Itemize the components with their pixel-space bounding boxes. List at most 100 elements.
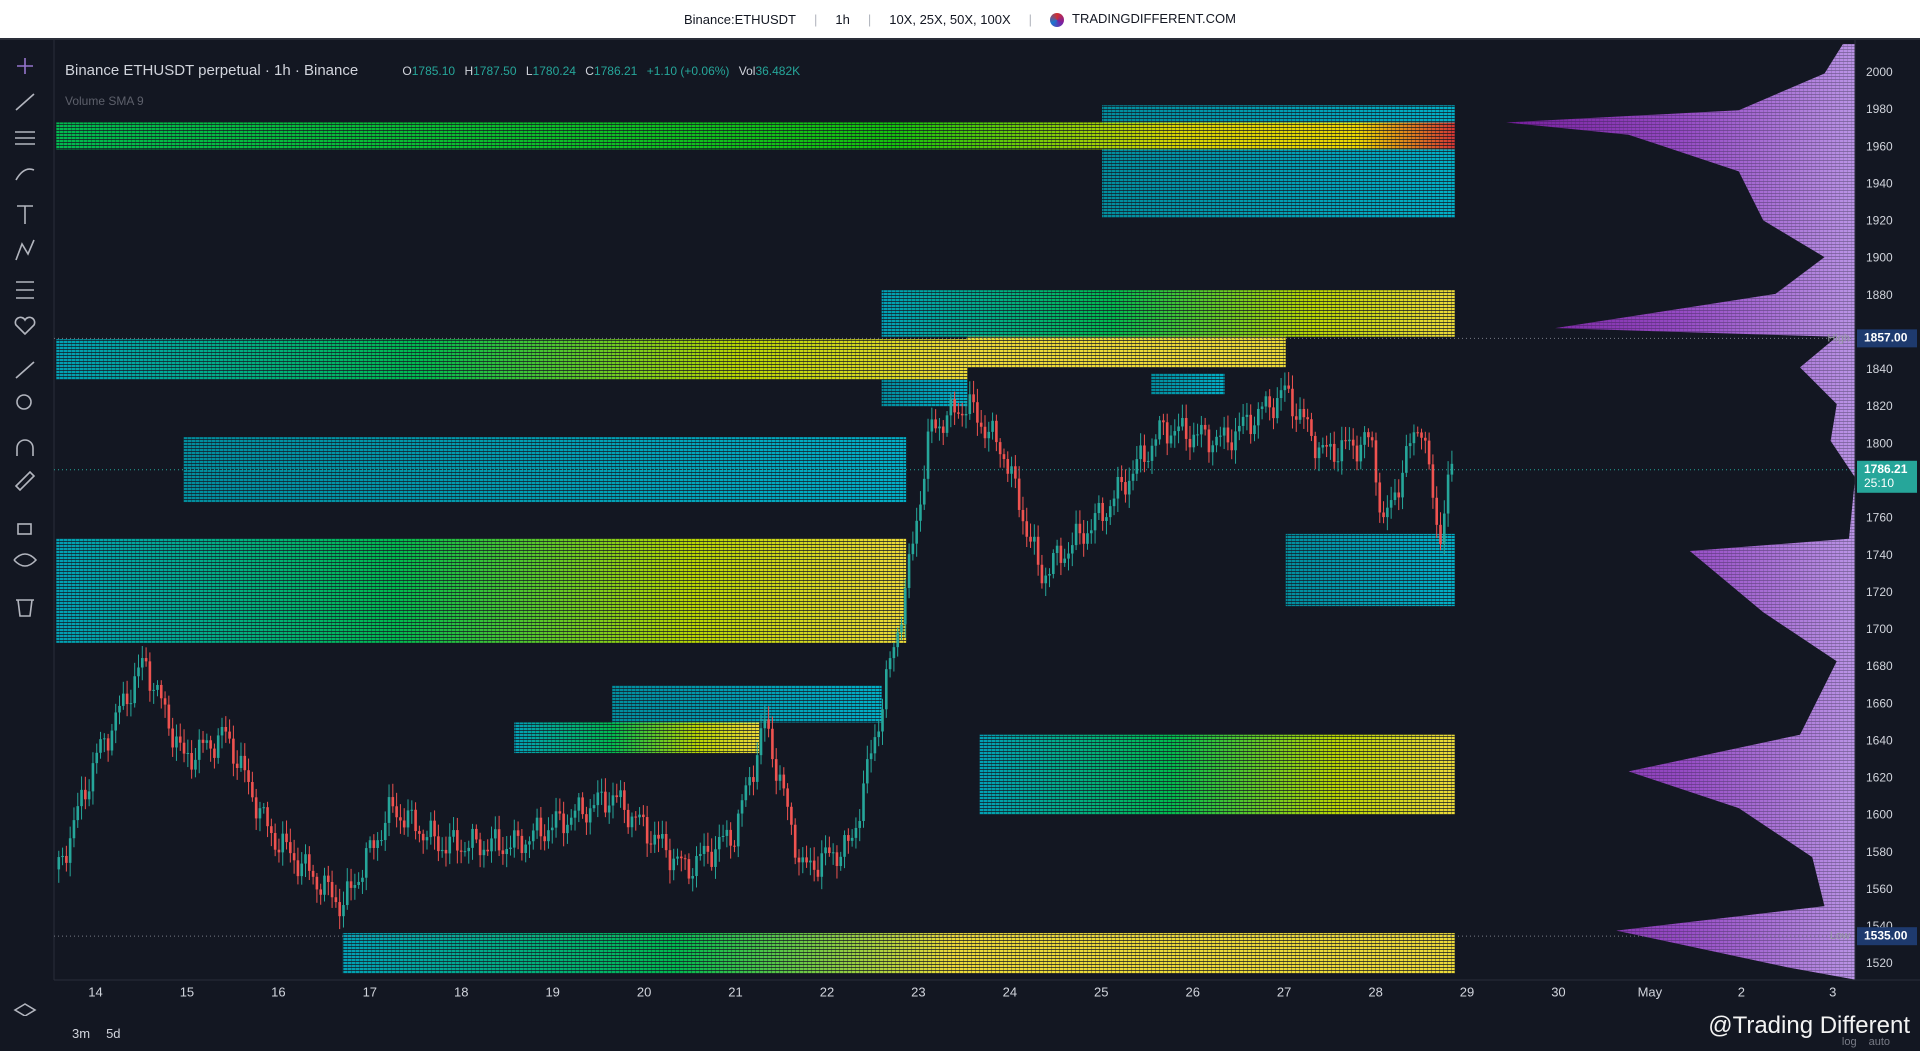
lock-tool[interactable] — [17, 523, 32, 535]
candle-body — [1238, 425, 1241, 432]
symbol[interactable]: Binance:ETHUSDT — [683, 11, 796, 27]
candle-body — [900, 624, 903, 633]
log-toggle[interactable]: log — [1841, 1036, 1857, 1048]
favorite-tool[interactable] — [14, 316, 36, 336]
candle-body — [84, 789, 87, 800]
candle-body — [205, 740, 209, 743]
candle-body — [1344, 440, 1347, 442]
time-tick-label: 15 — [180, 984, 194, 999]
candle-body — [668, 850, 672, 871]
text-tool[interactable] — [17, 205, 33, 224]
candle-body — [562, 813, 565, 834]
fib-tool[interactable] — [15, 131, 35, 145]
candle-body — [680, 856, 683, 859]
candle-body — [702, 845, 706, 854]
candle-body — [133, 676, 136, 704]
candle-body — [1215, 436, 1218, 446]
candle-body — [235, 763, 239, 769]
candle-body — [273, 833, 277, 850]
candle-body — [1412, 432, 1416, 444]
time-tick-label: 26 — [1185, 984, 1199, 999]
candle-body — [569, 817, 573, 825]
close-label: C — [585, 64, 594, 78]
candle-body — [475, 828, 478, 840]
candle-body — [467, 847, 471, 852]
crosshair-tool[interactable] — [17, 58, 33, 74]
indicator-label[interactable]: Volume SMA 9 — [65, 94, 144, 108]
zoom-tool[interactable] — [16, 394, 32, 410]
candle-body — [1158, 420, 1161, 440]
candle-body — [1397, 492, 1401, 498]
candle-body — [87, 791, 91, 800]
heat-texture — [56, 339, 968, 380]
candle-body — [926, 431, 930, 479]
candle-body — [763, 719, 767, 729]
candle-body — [406, 810, 410, 828]
candle-body — [270, 826, 273, 834]
candle-body — [1181, 417, 1184, 427]
range-5d[interactable]: 5d — [106, 1026, 121, 1041]
lock-drawing-tool[interactable] — [14, 470, 36, 492]
price-tick-label: 1960 — [1866, 139, 1893, 153]
candle-body — [1124, 482, 1127, 495]
candle-body — [258, 808, 262, 819]
candle-body — [315, 876, 319, 890]
candle-body — [459, 850, 463, 852]
candle-body — [843, 835, 846, 857]
candle-body — [809, 860, 812, 863]
candle-body — [57, 857, 61, 870]
candle-body — [1321, 445, 1325, 448]
auto-toggle[interactable]: auto — [1868, 1036, 1890, 1048]
candle-body — [558, 811, 562, 814]
candle-body — [456, 830, 459, 851]
object-tree[interactable] — [13, 1003, 37, 1016]
candle-body — [543, 836, 546, 842]
candle-body — [1002, 454, 1006, 460]
candle-body — [1446, 474, 1450, 514]
top-bar: Binance:ETHUSDT | 1h | 10X, 25X, 50X, 100X… — [0, 0, 1920, 40]
pattern-tool[interactable] — [15, 239, 35, 261]
candle-body — [638, 814, 641, 818]
measure-tool[interactable] — [15, 361, 35, 379]
candle-body — [361, 877, 364, 882]
candle-body — [915, 520, 918, 544]
candle-body — [516, 830, 520, 836]
time-tick-label: 28 — [1368, 984, 1382, 999]
candle-body — [1200, 424, 1203, 435]
site[interactable]: TRADINGDIFFERENT.COM — [1050, 11, 1236, 27]
candle-body — [197, 739, 201, 760]
candle-body — [254, 797, 258, 819]
candle-body — [922, 478, 926, 505]
candle-body — [277, 849, 281, 853]
candle-body — [1078, 523, 1082, 534]
candle-body — [1359, 444, 1363, 462]
trendline-tool[interactable] — [15, 93, 35, 111]
prediction-tool[interactable] — [16, 281, 34, 299]
candle-body — [600, 791, 603, 793]
candle-body — [653, 834, 657, 845]
brush-tool[interactable] — [15, 168, 35, 181]
candle-body — [1146, 460, 1150, 462]
candle-body — [520, 835, 524, 854]
leverage: 10X, 25X, 50X, 100X — [889, 11, 1011, 27]
candle-body — [1450, 463, 1454, 475]
candle-body — [995, 420, 998, 443]
candle-body — [1105, 517, 1108, 521]
price-tick-label: 1800 — [1866, 436, 1893, 450]
magnet-tool[interactable] — [16, 439, 34, 456]
candle-body — [964, 414, 968, 416]
time-tick-label: 20 — [637, 984, 651, 999]
time-tick-label: 18 — [454, 984, 468, 999]
range-3m[interactable]: 3m — [72, 1026, 91, 1041]
candle-body — [1052, 553, 1055, 574]
candle-body — [672, 858, 676, 871]
candle-body — [342, 905, 345, 917]
candle-body — [839, 856, 843, 867]
candle-body — [778, 774, 782, 781]
delete-tool[interactable] — [16, 599, 34, 617]
site-text[interactable]: TRADINGDIFFERENT.COM — [1072, 11, 1236, 27]
hide-tool[interactable] — [13, 553, 38, 567]
interval[interactable]: 1h — [835, 11, 850, 27]
candle-body — [114, 712, 118, 731]
candle-body — [190, 752, 193, 770]
